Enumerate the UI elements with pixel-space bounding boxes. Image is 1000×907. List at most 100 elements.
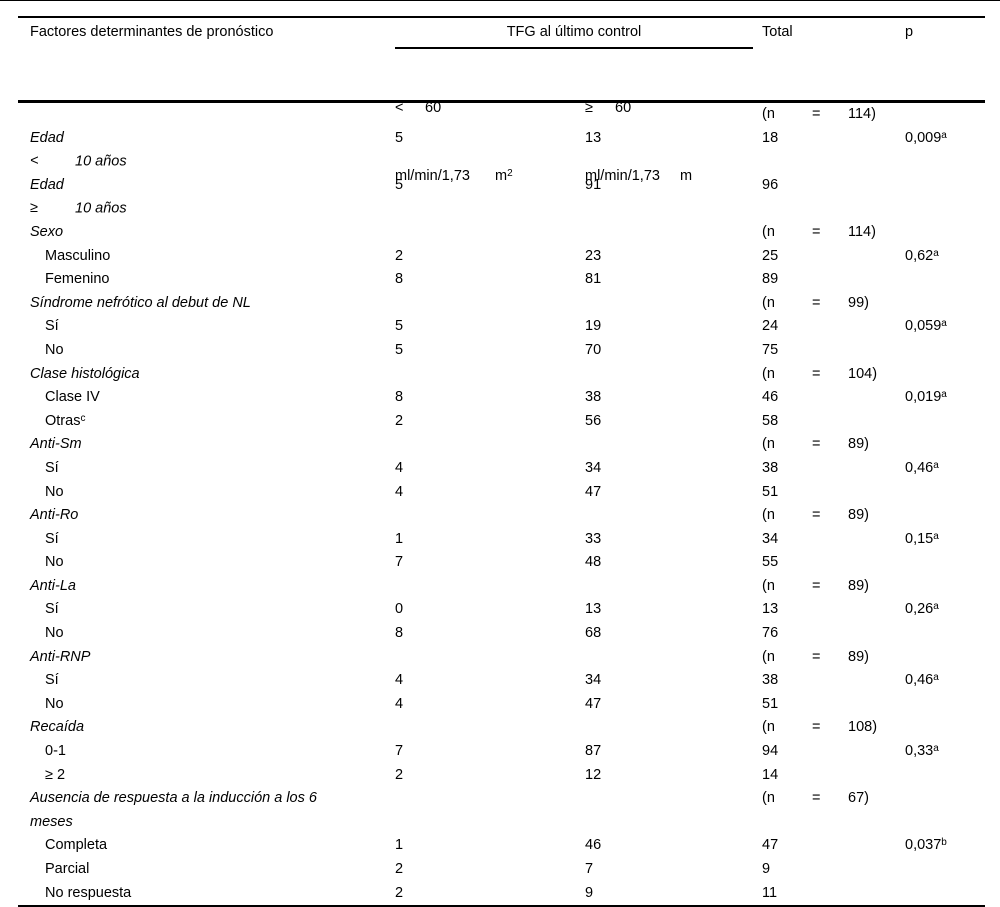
ge60-symbol: ≥	[585, 100, 593, 116]
cell-p	[905, 764, 985, 788]
n-open: (n	[762, 365, 775, 382]
cell-lt60	[395, 787, 585, 834]
p-value: 0,037	[905, 837, 942, 854]
page-top-border	[0, 0, 1000, 1]
row-label-line2: meses	[30, 813, 73, 830]
table-row: Ausencia de respuesta a la inducción a l…	[18, 787, 985, 834]
cell-total: 89	[762, 271, 779, 288]
cell-p: 0,009a	[905, 127, 985, 174]
cell-lt60	[395, 433, 585, 457]
row-label: Edad ≥ 10 años	[18, 174, 395, 221]
n-value: 104)	[848, 365, 878, 382]
row-label: Parcial	[18, 858, 395, 882]
n-value: 89)	[848, 436, 869, 453]
row-label: Sí	[18, 528, 395, 552]
table-row: Anti-Sm (n = 89)	[18, 433, 985, 457]
n-value: 108)	[848, 719, 878, 736]
n-open: (n	[762, 294, 775, 311]
column-header-lt60: <60 ml/min/1,73 m2	[395, 52, 585, 232]
column-header-tfg-group: TFG al último control	[395, 18, 753, 49]
ge60-unit: ml/min/1,73	[585, 167, 660, 184]
row-label: Clase IV	[18, 386, 395, 410]
cell-ge60: 34	[585, 672, 602, 689]
cell-lt60: 2	[395, 412, 404, 429]
lt60-threshold-line: <60	[395, 97, 585, 120]
cell-total: 76	[762, 625, 779, 642]
row-label-text: Femenino	[45, 271, 110, 288]
p-superscript: a	[941, 318, 947, 330]
table-row: Edad ≥ 10 años 5 91 96	[18, 174, 985, 221]
cell-lt60: 5	[395, 129, 404, 146]
cell-p: 0,019a	[905, 386, 985, 410]
row-label: No	[18, 481, 395, 505]
table-row: Anti-RNP (n = 89)	[18, 646, 985, 670]
cell-ge60	[585, 103, 762, 127]
cell-lt60: 5	[395, 318, 404, 335]
table-row: Clase histológica (n = 104)	[18, 363, 985, 387]
table-row: Recaída (n = 108)	[18, 716, 985, 740]
cell-lt60	[395, 221, 585, 245]
cell-p	[905, 858, 985, 882]
cell-ge60: 46	[585, 837, 602, 854]
lt60-unit-superscript: 2	[507, 167, 513, 179]
cell-total: 96	[762, 176, 779, 193]
table-row: Anti-La (n = 89)	[18, 575, 985, 599]
cell-p	[905, 504, 985, 528]
cell-ge60: 91	[585, 176, 602, 193]
cell-ge60: 33	[585, 530, 602, 547]
p-value: 0,26	[905, 601, 934, 618]
table-row: Sí 5 19 24 0,059a	[18, 315, 985, 339]
row-label-text: Sí	[45, 459, 59, 476]
n-equals: =	[812, 790, 821, 807]
n-value: 114)	[848, 223, 876, 240]
row-label: Sí	[18, 315, 395, 339]
cell-lt60	[395, 716, 585, 740]
row-label: No	[18, 551, 395, 575]
row-label	[18, 103, 395, 127]
row-label-text: Clase histológica	[30, 365, 140, 382]
table-header-row-2: <60 ml/min/1,73 m2 ≥60 ml/min/1,73 m	[18, 49, 985, 184]
p-superscript: a	[933, 530, 939, 542]
row-label-text: Sexo	[30, 223, 64, 240]
row-label: Completa	[18, 834, 395, 858]
row-label: ≥ 2	[18, 764, 395, 788]
row-label: Anti-La	[18, 575, 395, 599]
cell-total: 46	[762, 389, 779, 406]
n-equals: =	[812, 577, 821, 594]
cell-lt60	[395, 575, 585, 599]
row-label: Ausencia de respuesta a la inducción a l…	[18, 787, 395, 834]
row-label-text: Anti-RNP	[30, 648, 91, 665]
p-superscript: a	[941, 129, 947, 141]
n-open: (n	[762, 577, 775, 594]
p-value: 0,62	[905, 247, 934, 264]
table-row: 0-1 7 87 94 0,33a	[18, 740, 985, 764]
table-header-row-1: Factores determinantes de pronóstico TFG…	[18, 18, 985, 49]
cell-total: (n = 67)	[762, 787, 905, 834]
cell-ge60: 87	[585, 743, 602, 760]
prognostic-factors-table: Factores determinantes de pronóstico TFG…	[18, 16, 985, 907]
table-row: Parcial 2 7 9	[18, 858, 985, 882]
p-superscript: a	[933, 247, 939, 259]
cell-total: 55	[762, 554, 779, 571]
cell-total: 51	[762, 483, 779, 500]
row-label-text: No	[45, 341, 64, 358]
cell-p: 0,46a	[905, 669, 985, 693]
cell-p	[905, 882, 985, 906]
cell-lt60: 2	[395, 766, 404, 783]
row-label-text: No respuesta	[45, 884, 132, 901]
cell-lt60	[395, 292, 585, 316]
n-open: (n	[762, 648, 775, 665]
cell-p	[905, 787, 985, 834]
row-label-part: Edad ≥	[30, 176, 64, 217]
cell-total: 14	[762, 766, 779, 783]
row-label-text: Completa	[45, 837, 108, 854]
cell-p	[905, 268, 985, 292]
table-row: Sí 0 13 13 0,26a	[18, 598, 985, 622]
row-label: Anti-Ro	[18, 504, 395, 528]
cell-lt60: 2	[395, 861, 404, 877]
cell-ge60: 7	[585, 861, 594, 877]
cell-p	[905, 646, 985, 670]
row-label-part: 10 años	[75, 200, 127, 217]
lt60-value: 60	[425, 100, 442, 116]
cell-total: 11	[762, 884, 778, 901]
